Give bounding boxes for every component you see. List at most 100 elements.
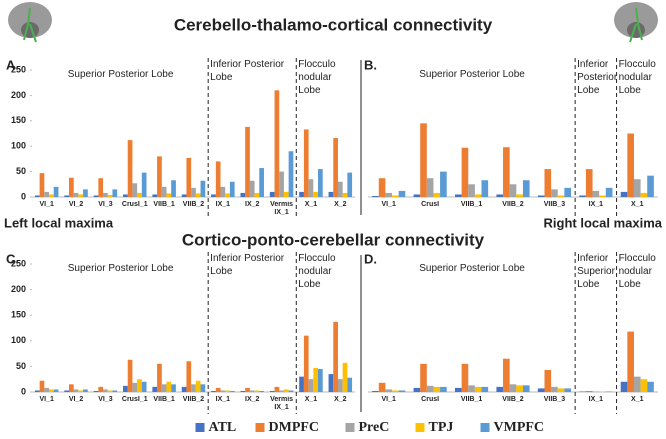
bar	[269, 191, 275, 197]
bar	[171, 384, 176, 392]
bar	[274, 90, 280, 197]
y-tick-label: 250	[11, 258, 26, 268]
x-tick-label-box: VIIB_1	[461, 201, 482, 208]
bar	[195, 380, 201, 392]
bar	[328, 191, 334, 197]
x-tick-label: VI_2	[68, 396, 84, 403]
bar	[269, 390, 275, 392]
bar	[34, 195, 40, 197]
x-tick-label-box: X_1	[305, 201, 317, 208]
bar	[152, 194, 158, 197]
x-tick-label: VI_1	[39, 201, 54, 208]
bar	[426, 385, 434, 392]
bar	[64, 390, 69, 392]
x-tick-label-box: X_1	[631, 396, 643, 403]
bar	[592, 391, 600, 392]
x-tick-label-box: CrusI	[421, 201, 439, 208]
bar	[579, 391, 586, 392]
x-tick-label-box: VI_1	[382, 201, 396, 208]
bar	[313, 191, 319, 197]
bar	[516, 194, 523, 197]
x-tick-label: VI_3	[98, 201, 113, 208]
bar	[627, 133, 634, 197]
bar	[557, 195, 565, 197]
x-tick-label-box: CrusI_1	[122, 396, 148, 403]
x-tick-label: Vermis IX_1	[270, 201, 294, 216]
bar	[78, 390, 84, 392]
bar	[83, 389, 88, 392]
brain-icon	[614, 2, 658, 43]
x-tick-label-box: VI_3	[98, 396, 112, 403]
section-title: Cerebello-thalamo-cortical connectivity	[174, 15, 493, 34]
bar	[579, 195, 586, 197]
bar	[141, 172, 147, 197]
bar	[496, 386, 504, 392]
bar	[166, 193, 172, 197]
x-tick-label-box: VIIB_2	[502, 201, 523, 208]
x-tick-label: VI_1	[381, 396, 396, 403]
bar	[474, 194, 482, 197]
bar	[132, 183, 138, 197]
bar	[259, 390, 264, 392]
y-tick-label: 150	[11, 310, 26, 320]
bar	[605, 187, 613, 197]
x-tick-label-box: VIIB_3	[544, 396, 565, 403]
x-tick-label-box: VIIB_1	[153, 201, 174, 208]
y-tick-label: 50	[16, 361, 26, 371]
x-tick-label: IX_2	[245, 201, 260, 208]
bar	[455, 387, 462, 392]
x-tick-label-box: IX_2	[245, 201, 260, 208]
bar	[468, 184, 475, 197]
bar	[633, 376, 641, 392]
bar	[171, 180, 176, 197]
legend-swatch	[255, 423, 265, 432]
bar	[585, 169, 593, 197]
legend-swatch	[345, 423, 355, 432]
x-tick-label-box: VI_1	[39, 396, 53, 403]
x-tick-label-box: X_1	[305, 396, 317, 403]
legend-swatch	[480, 423, 490, 432]
x-tick-label-box: VIIB_1	[461, 396, 482, 403]
bar	[166, 381, 172, 392]
x-tick-label-box: Vermis IX_1	[270, 396, 294, 411]
legend-label: VMPFC	[494, 420, 545, 435]
bar	[181, 386, 187, 392]
bar	[299, 191, 304, 197]
bar	[303, 129, 309, 197]
bar	[211, 194, 216, 197]
x-tick-label-box: VI_2	[68, 396, 84, 403]
bar	[283, 191, 289, 197]
bar	[191, 187, 196, 197]
bar	[225, 193, 230, 197]
y-tick-label: 200	[11, 284, 26, 294]
bar	[551, 189, 558, 197]
bar	[372, 195, 379, 197]
bar	[342, 192, 348, 197]
bar	[39, 380, 45, 392]
bar	[551, 386, 558, 392]
bar	[64, 195, 69, 197]
bar	[313, 367, 319, 392]
bar	[620, 381, 628, 392]
bar	[240, 390, 246, 392]
bar	[433, 192, 441, 197]
group-label-box: Flocculo nodular Lobe	[619, 59, 656, 96]
panel-label: A.	[6, 57, 19, 72]
y-tick-label: 100	[11, 141, 26, 151]
y-tick-label: 250	[11, 64, 26, 74]
bar	[186, 157, 192, 197]
panel-label: D.	[364, 251, 377, 266]
x-tick-label: VIIB_2	[182, 396, 205, 403]
bar	[161, 186, 167, 197]
x-tick-label: VIIB_2	[182, 201, 205, 208]
bar	[503, 147, 510, 197]
bar	[44, 191, 50, 197]
bar	[426, 178, 434, 197]
bar	[392, 390, 399, 392]
x-tick-label: CrusI_1	[121, 201, 148, 208]
bar	[191, 384, 196, 392]
bar	[39, 173, 45, 197]
y-tick-label: 0	[21, 191, 26, 201]
legend-label: DMPFC	[269, 420, 320, 435]
x-tick-label: Vermis IX_1	[270, 396, 294, 411]
